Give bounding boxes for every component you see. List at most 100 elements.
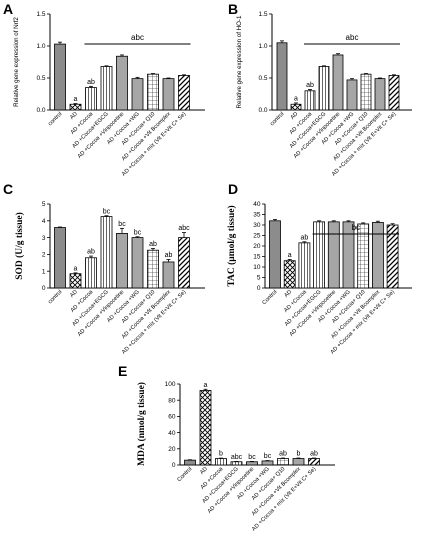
significance-label: bc — [264, 453, 272, 460]
y-tick-label: 1.0 — [258, 43, 267, 50]
bar — [184, 459, 196, 466]
panel-letter: C — [3, 181, 13, 197]
bar — [332, 54, 344, 111]
x-tick-label: control — [269, 111, 285, 127]
significance-label: abc — [231, 454, 243, 461]
y-tick-label: 15 — [253, 254, 261, 261]
bar — [100, 216, 113, 289]
bar — [116, 232, 128, 289]
y-tick-label: 1.5 — [36, 11, 45, 18]
bar — [215, 458, 227, 466]
panel-letter: A — [3, 1, 13, 17]
bar — [147, 73, 159, 111]
y-tick-label: 35 — [253, 212, 261, 219]
bar — [131, 237, 144, 289]
bar — [85, 87, 97, 111]
y-tick-label: 30 — [253, 222, 261, 229]
y-tick-label: 5 — [257, 275, 261, 282]
significance-label: a — [204, 382, 208, 389]
significance-label: a — [288, 252, 292, 259]
x-tick-label: control — [47, 289, 63, 305]
bar — [276, 42, 288, 111]
x-tick-label: AD — [283, 289, 293, 299]
y-tick-label: 25 — [253, 233, 261, 240]
y-tick-label: 4 — [42, 218, 46, 225]
panel-letter: E — [118, 363, 127, 379]
significance-label: ab — [149, 241, 157, 248]
y-tick-label: 2 — [42, 252, 46, 259]
bar — [277, 458, 289, 466]
y-axis-label: Relative gene expression of HO-1 — [236, 15, 243, 108]
significance-label: a — [74, 96, 78, 103]
bar — [298, 242, 311, 289]
y-tick-label: 0 — [172, 462, 176, 469]
y-tick-label: 40 — [168, 430, 176, 437]
significance-label: abc — [178, 225, 190, 232]
x-tick-label: AD — [69, 111, 79, 121]
significance-label: ab — [279, 451, 287, 458]
significance-label: ab — [165, 252, 173, 259]
bar — [230, 461, 243, 466]
significance-label: a — [74, 265, 78, 272]
bar — [199, 390, 212, 466]
y-tick-label: 5 — [42, 201, 46, 208]
bar — [178, 237, 190, 289]
significance-label: bc — [248, 454, 256, 461]
y-tick-label: 0.0 — [258, 107, 267, 114]
bar — [131, 78, 144, 111]
x-tick-label: AD — [199, 466, 209, 476]
bracket-label: bc — [352, 223, 360, 232]
bar — [308, 458, 320, 466]
bar — [69, 273, 82, 289]
bar — [388, 75, 400, 111]
y-tick-label: 0 — [42, 285, 46, 292]
bar — [327, 221, 340, 289]
bracket-label: abc — [131, 33, 144, 42]
y-tick-label: 1.0 — [36, 43, 45, 50]
bar — [178, 75, 190, 111]
significance-label: bc — [103, 208, 111, 215]
bar — [246, 461, 258, 466]
bar — [54, 43, 66, 111]
significance-label: bc — [118, 221, 126, 228]
bar — [261, 460, 274, 466]
bracket-label: abc — [346, 33, 359, 42]
bar — [374, 78, 386, 111]
bar — [313, 221, 326, 289]
x-tick-label: Control — [176, 466, 193, 483]
bar — [116, 55, 128, 111]
x-tick-label: control — [47, 111, 63, 127]
x-tick-label: Control — [261, 289, 278, 306]
y-tick-label: 20 — [168, 446, 176, 453]
y-axis-label: SOD (U/g tissue) — [14, 212, 25, 280]
significance-label: ab — [306, 82, 314, 89]
panel-letter: D — [228, 181, 238, 197]
significance-label: bc — [134, 229, 142, 236]
bar — [147, 249, 159, 289]
bar — [318, 66, 330, 111]
significance-label: ab — [301, 234, 309, 241]
significance-label: a — [294, 95, 298, 102]
bar — [290, 103, 302, 111]
y-tick-label: 80 — [168, 397, 176, 404]
bar — [360, 73, 372, 111]
bar — [54, 227, 66, 289]
significance-label: ab — [310, 451, 318, 458]
y-tick-label: 3 — [42, 235, 46, 242]
x-tick-label: AD — [69, 289, 79, 299]
y-axis-label: MDA (nmol/g tissue) — [136, 382, 147, 466]
bar — [162, 261, 175, 289]
y-tick-label: 0.0 — [36, 107, 45, 114]
y-tick-label: 0 — [257, 285, 261, 292]
panel-E: E MDA (nmol/g tissue) 0 20 40 60 80 100 Control a… — [118, 363, 335, 532]
significance-label: ab — [87, 79, 95, 86]
bar — [100, 66, 113, 111]
y-tick-label: 1 — [42, 268, 46, 275]
x-tick-label: AD — [290, 111, 300, 121]
y-tick-label: 1.5 — [258, 11, 267, 18]
bar — [269, 220, 281, 289]
